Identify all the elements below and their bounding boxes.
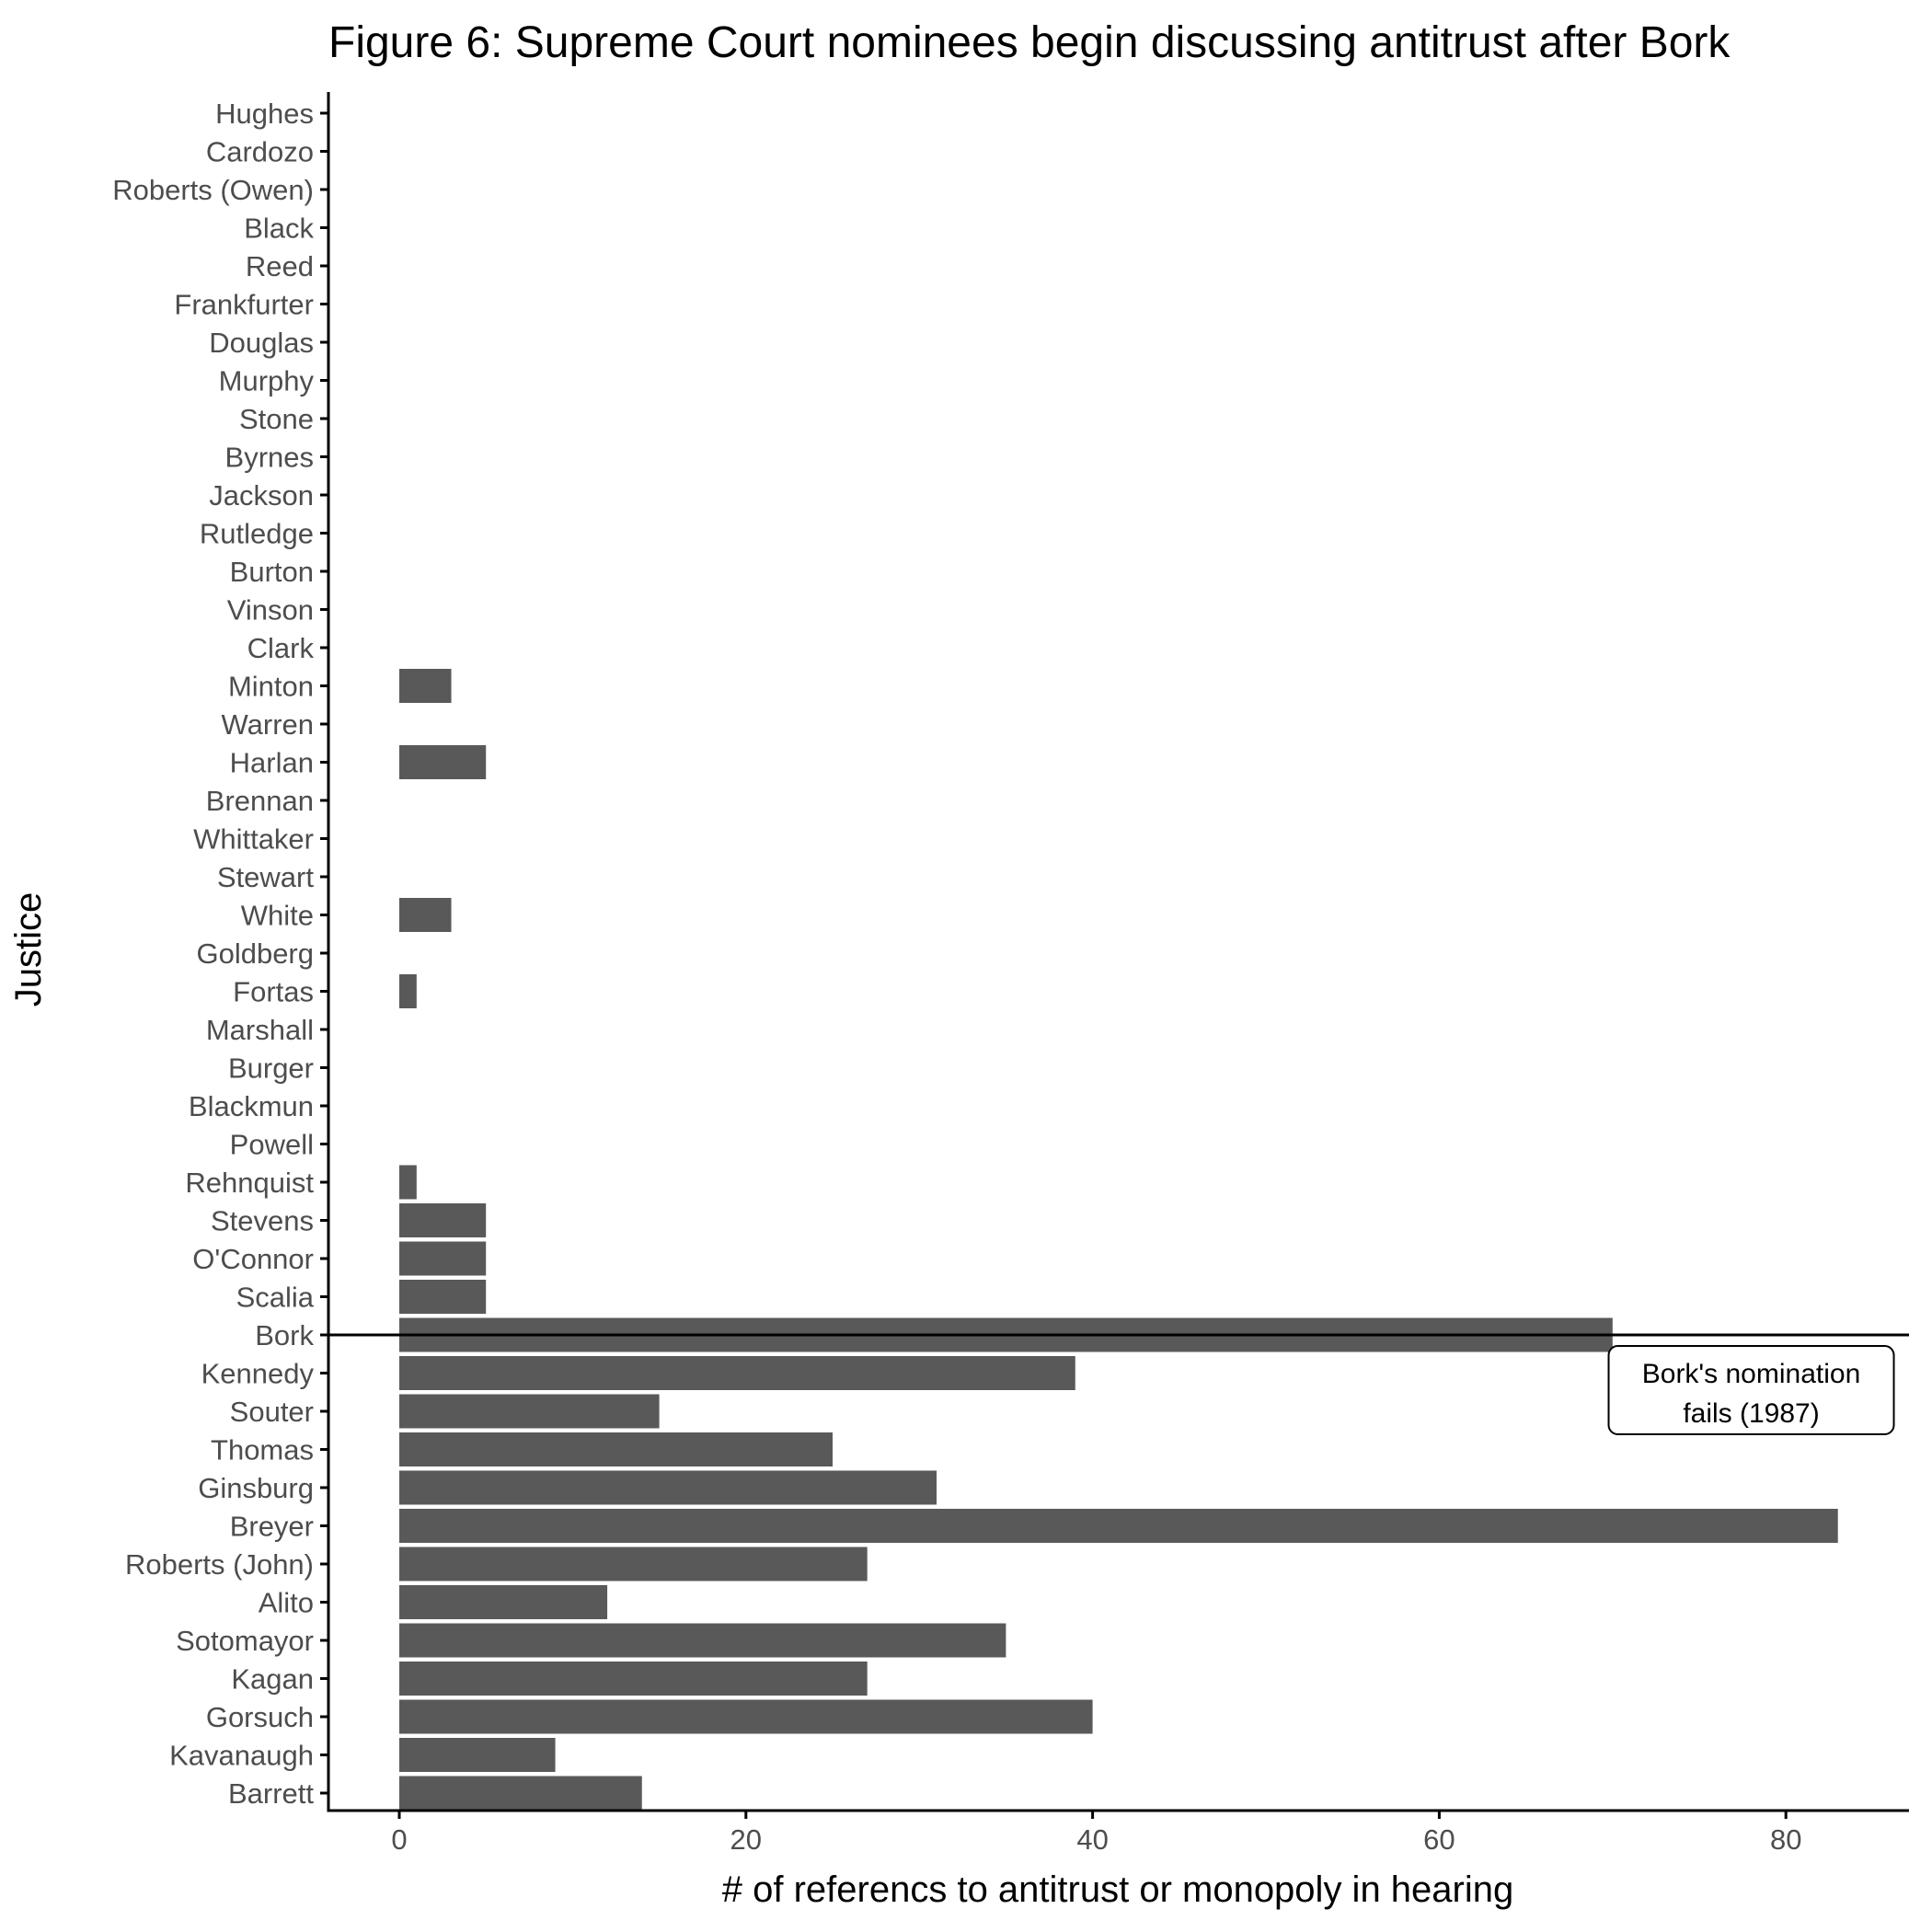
bar-o-connor [399,1241,487,1276]
bar-souter [399,1394,660,1429]
bar-kavanaugh [399,1738,556,1772]
y-tick-label-murphy: Murphy [219,365,315,397]
bar-white [399,898,452,932]
y-tick-label-roberts-owen: Roberts (Owen) [112,174,314,206]
y-tick-label-breyer: Breyer [230,1511,314,1543]
bar-minton [399,669,452,703]
annotation-box [1607,1345,1895,1435]
y-tick-label-powell: Powell [230,1129,314,1161]
bar-alito [399,1585,608,1619]
y-tick-label-kagan: Kagan [231,1663,314,1696]
y-tick-label-stevens: Stevens [211,1205,314,1237]
y-tick-label-goldberg: Goldberg [196,937,314,970]
bar-scalia [399,1280,487,1314]
bar-kagan [399,1662,868,1696]
annotation-text-line-2: fails (1987) [1683,1398,1819,1429]
bar-harlan [399,745,487,779]
x-tick-label-20: 20 [730,1823,762,1856]
y-tick-label-jackson: Jackson [209,479,314,512]
bar-gorsuch [399,1699,1093,1734]
y-tick-label-reed: Reed [246,250,314,282]
y-tick-label-white: White [241,900,314,932]
y-tick-label-souter: Souter [230,1396,314,1428]
y-tick-label-alito: Alito [259,1587,314,1619]
y-tick-label-o-connor: O'Connor [192,1243,314,1275]
y-tick-label-burger: Burger [228,1052,314,1085]
y-tick-label-kavanaugh: Kavanaugh [169,1740,314,1772]
y-tick-label-thomas: Thomas [211,1434,314,1466]
bar-ginsburg [399,1470,937,1505]
bar-thomas [399,1432,833,1466]
y-tick-label-stone: Stone [239,403,314,435]
y-tick-label-clark: Clark [247,632,315,664]
y-tick-label-brennan: Brennan [206,785,314,817]
x-tick-label-60: 60 [1423,1823,1455,1856]
y-tick-label-warren: Warren [222,708,314,741]
bars-group [399,669,1838,1811]
y-tick-label-stewart: Stewart [217,861,314,893]
y-tick-label-vinson: Vinson [227,594,314,627]
x-axis-title: # of referencs to antitrust or monopoly … [722,1869,1513,1910]
annotation-text-line-1: Bork's nomination [1642,1359,1861,1389]
x-tick-label-80: 80 [1770,1823,1801,1856]
y-tick-label-marshall: Marshall [206,1014,314,1046]
bar-roberts-john [399,1547,868,1581]
x-tick-label-40: 40 [1076,1823,1108,1856]
y-tick-label-cardozo: Cardozo [206,136,314,168]
bar-breyer [399,1509,1838,1543]
y-tick-label-whittaker: Whittaker [193,823,314,856]
y-tick-label-blackmun: Blackmun [189,1090,314,1122]
y-tick-label-minton: Minton [228,671,314,703]
bar-kennedy [399,1356,1075,1390]
bar-rehnquist [399,1165,417,1200]
y-tick-label-bork: Bork [255,1319,314,1351]
y-tick-label-gorsuch: Gorsuch [206,1701,314,1733]
y-tick-label-roberts-john: Roberts (John) [125,1548,314,1581]
y-tick-label-hughes: Hughes [215,98,314,130]
y-tick-label-rehnquist: Rehnquist [185,1167,314,1199]
y-tick-label-burton: Burton [230,556,314,588]
y-tick-label-barrett: Barrett [228,1777,314,1810]
y-tick-label-byrnes: Byrnes [225,442,314,474]
y-axis-ticks: Hughes Cardozo Roberts (Owen) Black Reed Fran… [112,98,328,1810]
y-tick-label-ginsburg: Ginsburg [198,1472,314,1504]
bar-barrett [399,1776,642,1811]
y-tick-label-douglas: Douglas [209,327,314,359]
bar-stevens [399,1203,487,1237]
y-tick-label-frankfurter: Frankfurter [174,289,314,321]
y-tick-label-sotomayor: Sotomayor [176,1625,314,1657]
bar-fortas [399,974,417,1008]
y-tick-label-kennedy: Kennedy [201,1358,315,1390]
bar-sotomayor [399,1623,1006,1658]
y-tick-label-rutledge: Rutledge [200,518,314,550]
y-tick-label-harlan: Harlan [230,747,314,779]
y-tick-label-black: Black [244,213,314,245]
x-tick-label-0: 0 [391,1823,407,1856]
y-tick-label-scalia: Scalia [236,1282,315,1314]
y-tick-label-fortas: Fortas [233,976,314,1008]
bork-annotation-label: Bork's nomination fails (1987) [1607,1345,1895,1435]
chart-title: Figure 6: Supreme Court nominees begin d… [328,18,1731,67]
y-axis-title: Justice [8,892,49,1007]
x-axis-ticks: 0 20 40 60 80 [391,1811,1801,1856]
